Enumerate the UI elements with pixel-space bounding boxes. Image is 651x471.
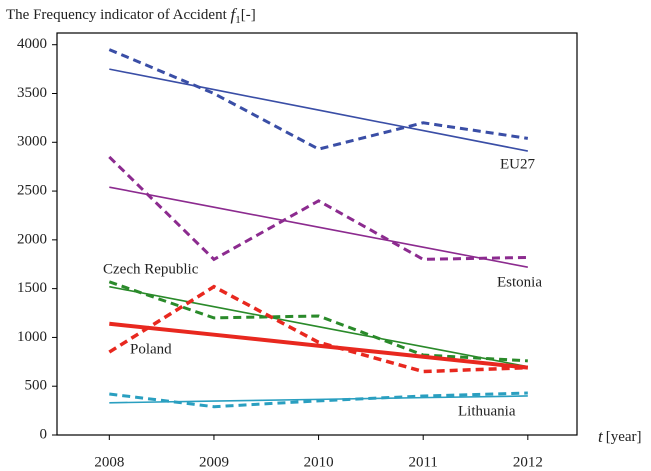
trend-line: [109, 68, 528, 152]
series-label: EU27: [500, 156, 535, 172]
y-tick-label: 0: [40, 426, 48, 442]
trend-line: [109, 321, 529, 370]
series-label: Lithuania: [458, 403, 516, 419]
data-line: [108, 280, 528, 363]
y-tick-label: 1000: [17, 329, 47, 345]
trend-line: [109, 186, 528, 268]
x-tick-label: 2010: [304, 454, 334, 470]
y-tick-label: 1500: [17, 280, 47, 296]
data-line: [109, 391, 528, 409]
data-line: [108, 155, 528, 262]
y-tick-label: 2500: [17, 183, 47, 199]
x-tick-label: 2011: [408, 454, 437, 470]
x-axis-label: t [year]: [598, 427, 642, 446]
data-line: [108, 284, 528, 374]
x-tick-label: 2009: [199, 454, 229, 470]
series-label: Estonia: [497, 274, 542, 290]
x-tick-label: 2012: [513, 454, 543, 470]
x-tick-label: 2008: [94, 454, 124, 470]
y-tick-label: 3500: [17, 85, 47, 101]
trend-line: [109, 285, 528, 368]
y-tick-label: 4000: [17, 36, 47, 52]
plot-frame: [56, 32, 578, 436]
y-axis-label: The Frequency indicator of Accident f1[-…: [6, 5, 256, 26]
y-tick-label: 3000: [17, 134, 47, 150]
series-label: Poland: [130, 341, 172, 357]
y-tick-label: 2000: [17, 231, 47, 247]
y-tick-label: 500: [25, 378, 48, 394]
series-label: Czech Republic: [103, 261, 199, 277]
data-line: [108, 48, 529, 151]
